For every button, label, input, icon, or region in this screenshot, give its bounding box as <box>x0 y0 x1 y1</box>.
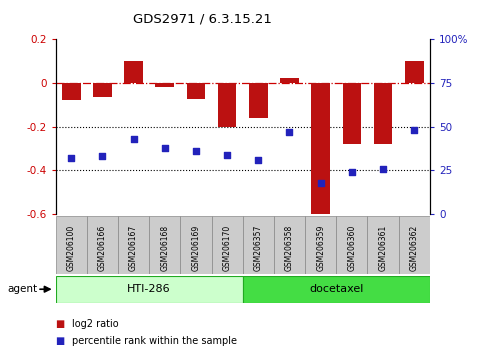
Bar <box>93 83 112 97</box>
Bar <box>149 216 180 274</box>
Text: ■: ■ <box>56 319 65 329</box>
Text: log2 ratio: log2 ratio <box>72 319 119 329</box>
Text: GSM206358: GSM206358 <box>285 225 294 272</box>
Point <box>411 127 418 133</box>
Bar <box>242 216 274 274</box>
Text: GSM206360: GSM206360 <box>347 225 356 272</box>
Bar <box>242 276 430 303</box>
Bar <box>56 216 87 274</box>
Bar <box>186 83 205 99</box>
Text: ■: ■ <box>56 336 65 346</box>
Bar <box>398 216 430 274</box>
Bar <box>336 216 368 274</box>
Bar <box>305 216 336 274</box>
Text: percentile rank within the sample: percentile rank within the sample <box>72 336 238 346</box>
Point <box>67 155 75 161</box>
Bar <box>368 216 398 274</box>
Bar <box>124 61 143 83</box>
Text: agent: agent <box>7 284 37 294</box>
Bar <box>342 83 361 144</box>
Text: GDS2971 / 6.3.15.21: GDS2971 / 6.3.15.21 <box>133 12 272 25</box>
Point <box>161 145 169 150</box>
Bar <box>280 78 299 83</box>
Text: GSM206100: GSM206100 <box>67 225 76 272</box>
Bar <box>274 216 305 274</box>
Text: GSM206361: GSM206361 <box>379 225 387 272</box>
Bar <box>62 83 81 100</box>
Bar <box>374 83 392 144</box>
Bar <box>156 83 174 87</box>
Text: GSM206359: GSM206359 <box>316 225 325 272</box>
Point <box>348 169 356 175</box>
Point <box>223 152 231 158</box>
Point <box>285 129 293 135</box>
Bar <box>218 83 237 127</box>
Bar <box>180 216 212 274</box>
Text: GSM206170: GSM206170 <box>223 225 232 272</box>
Text: GSM206167: GSM206167 <box>129 225 138 272</box>
Text: GSM206357: GSM206357 <box>254 225 263 272</box>
Text: GSM206169: GSM206169 <box>191 225 200 272</box>
Text: GSM206362: GSM206362 <box>410 225 419 272</box>
Bar <box>87 216 118 274</box>
Bar <box>405 61 424 83</box>
Bar <box>56 276 242 303</box>
Bar <box>212 216 242 274</box>
Bar <box>312 83 330 218</box>
Text: GSM206166: GSM206166 <box>98 225 107 272</box>
Bar <box>249 83 268 118</box>
Point <box>192 148 200 154</box>
Point <box>129 136 137 142</box>
Point <box>99 154 106 159</box>
Text: docetaxel: docetaxel <box>309 284 364 295</box>
Point <box>317 180 325 185</box>
Point <box>379 166 387 171</box>
Text: HTI-286: HTI-286 <box>128 284 171 295</box>
Bar <box>118 216 149 274</box>
Point <box>255 157 262 163</box>
Text: GSM206168: GSM206168 <box>160 225 169 272</box>
